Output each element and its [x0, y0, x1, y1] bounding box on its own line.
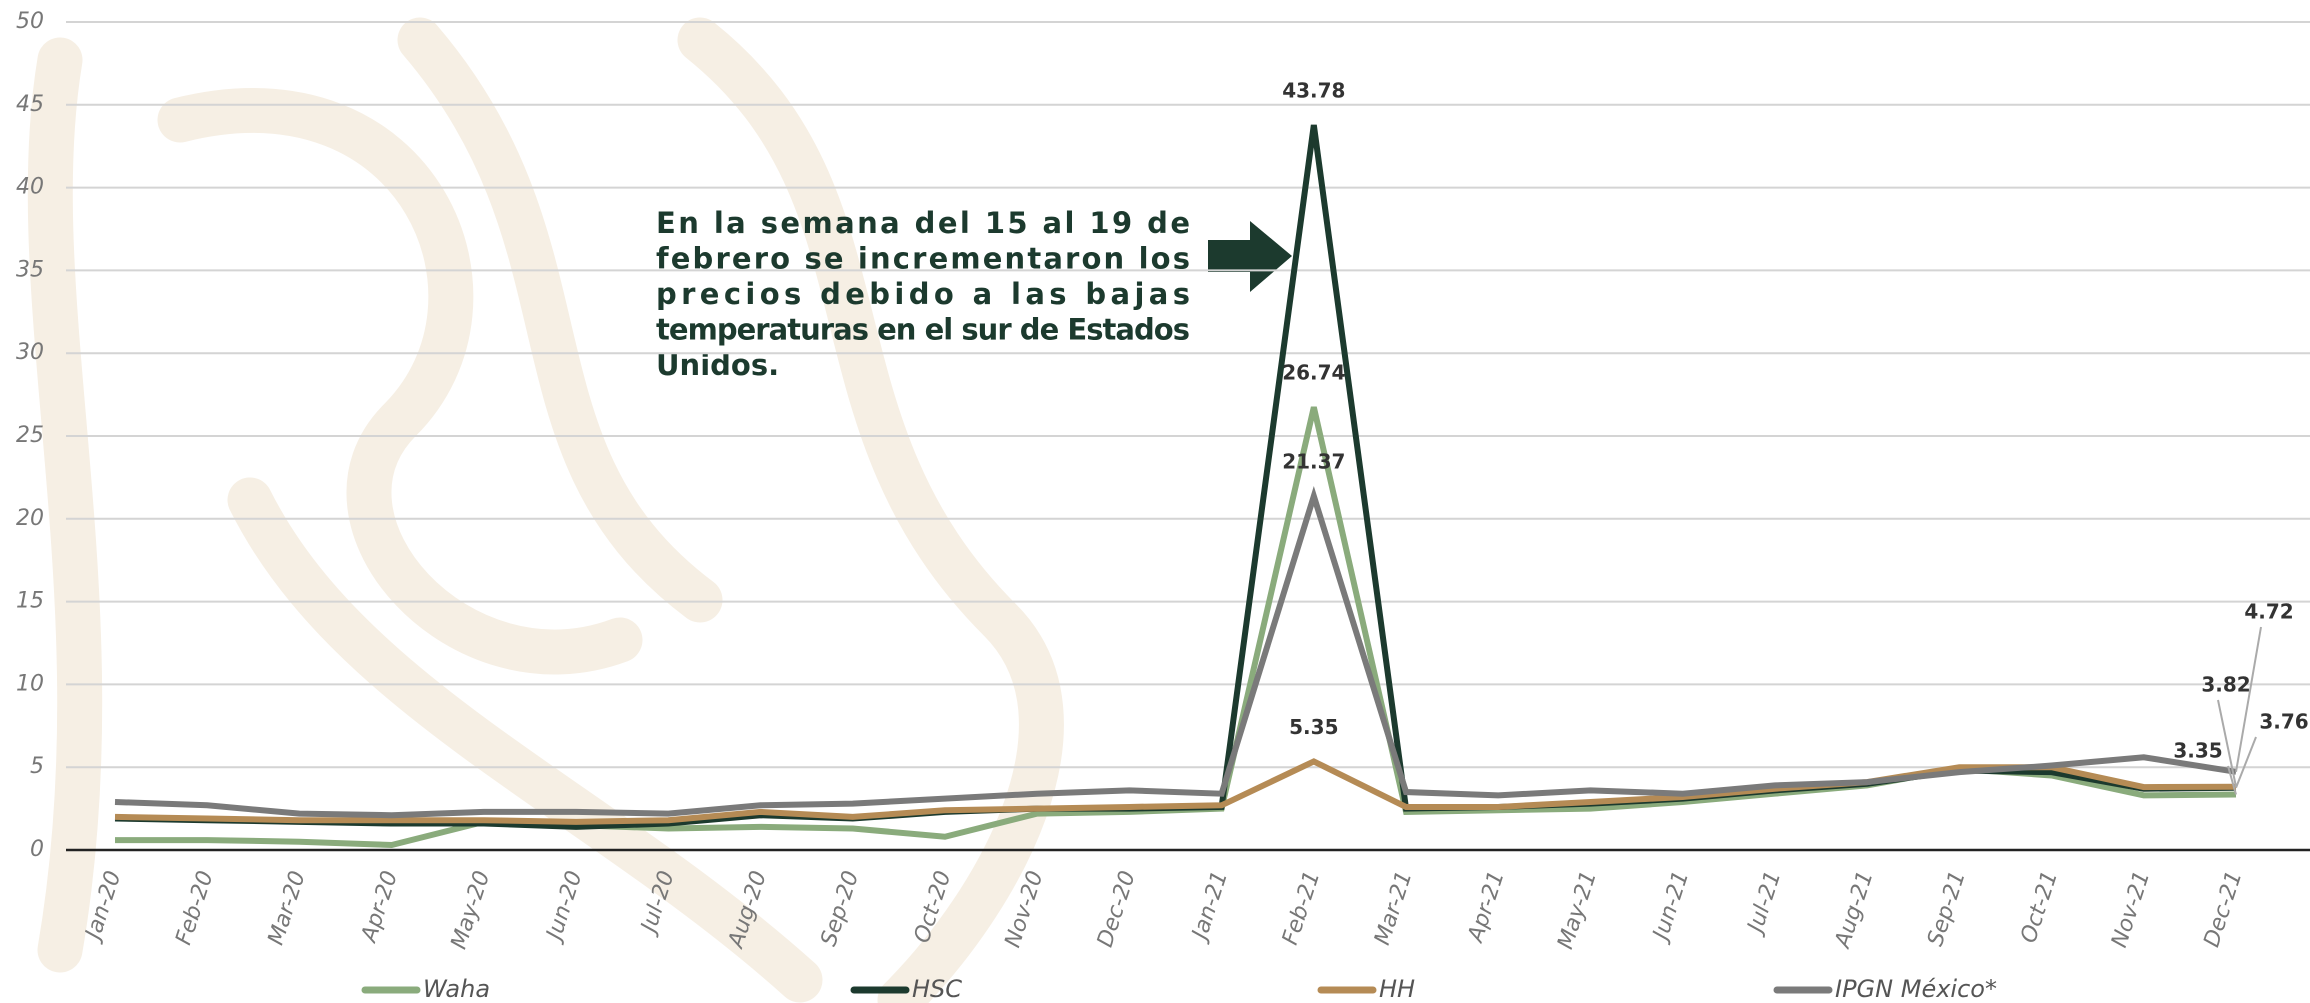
x-tick-label: Jun-20 [541, 868, 588, 946]
x-tick-label: Apr-20 [356, 868, 403, 947]
x-tick-label: Mar-21 [1370, 868, 1417, 948]
leader-line [2236, 737, 2256, 788]
x-tick-label: May-21 [1553, 868, 1602, 952]
x-tick-label: Dec-21 [2199, 868, 2247, 950]
data-label: 21.37 [1282, 450, 1345, 474]
legend-label: IPGN México* [1835, 975, 1997, 1003]
watermark [50, 40, 1041, 1000]
y-tick-label: 15 [16, 589, 44, 614]
data-label: 3.82 [2201, 673, 2250, 697]
x-tick-label: Nov-21 [2107, 868, 2155, 951]
data-label: 3.35 [2173, 739, 2222, 763]
x-tick-label: Mar-20 [264, 868, 311, 948]
data-label: 3.76 [2259, 710, 2308, 734]
y-tick-label: 0 [30, 837, 44, 862]
x-tick-label: Sep-20 [816, 868, 864, 949]
x-tick-label: Jan-21 [1186, 868, 1233, 946]
x-tick-label: Aug-21 [1830, 868, 1879, 953]
x-tick-label: Jul-21 [1742, 868, 1786, 939]
legend-label: HSC [912, 975, 962, 1003]
x-tick-label: Dec-20 [1093, 868, 1141, 950]
y-tick-label: 25 [16, 423, 44, 448]
x-tick-label: Apr-21 [1463, 868, 1510, 947]
y-tick-label: 10 [16, 671, 44, 696]
y-tick-label: 35 [16, 257, 44, 282]
annotation-arrow [1208, 221, 1292, 292]
data-label: 5.35 [1289, 715, 1338, 739]
data-label: 26.74 [1282, 361, 1345, 385]
y-tick-label: 5 [30, 754, 44, 779]
data-label: 4.72 [2244, 600, 2293, 624]
x-tick-label: Sep-21 [1923, 868, 1971, 949]
annotation-text: temperaturas en el sur de Estados [656, 313, 1190, 347]
x-tick-label: Feb-20 [171, 868, 218, 948]
annotation-text: precios debido a las bajas [656, 277, 1190, 311]
y-tick-label: 45 [16, 92, 44, 117]
x-tick-label: Feb-21 [1278, 868, 1325, 948]
legend-label: HH [1379, 975, 1415, 1003]
y-tick-label: 20 [16, 506, 44, 531]
x-tick-label: Oct-21 [2016, 868, 2063, 946]
y-tick-label: 50 [16, 9, 44, 34]
x-tick-label: May-20 [447, 868, 496, 952]
chart: En la semana del 15 al 19 defebrero se i… [0, 0, 2310, 1003]
legend-label: Waha [423, 975, 490, 1003]
y-tick-label: 40 [16, 175, 44, 200]
data-label: 43.78 [1282, 79, 1345, 103]
x-tick-label: Jun-21 [1647, 868, 1694, 946]
leader-line [2236, 627, 2261, 772]
annotation-text: En la semana del 15 al 19 de [656, 206, 1190, 240]
y-tick-label: 30 [16, 340, 44, 365]
